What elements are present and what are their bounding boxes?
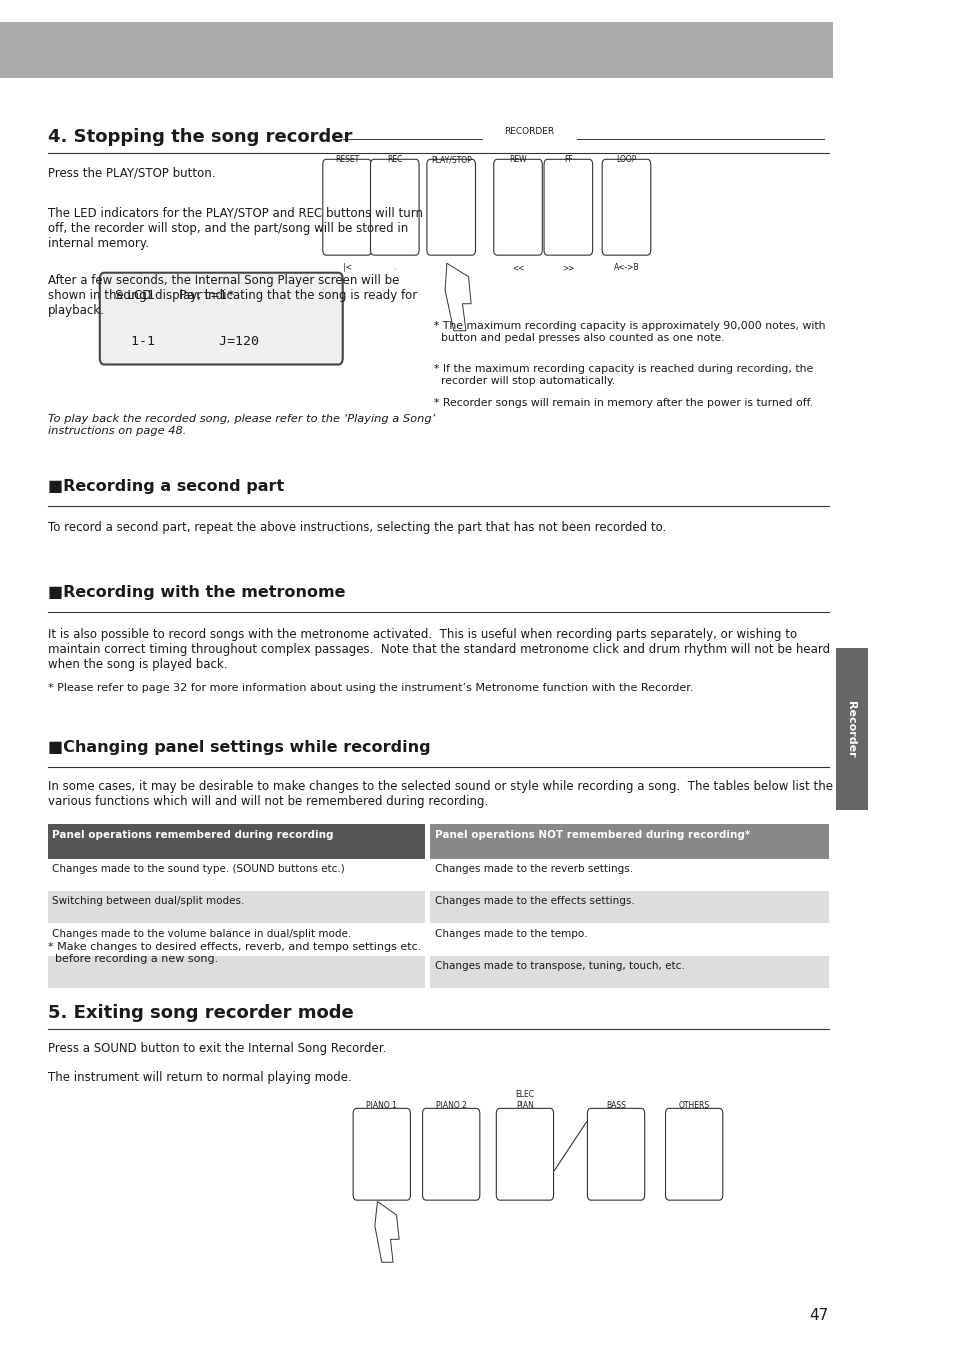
FancyBboxPatch shape bbox=[48, 891, 425, 923]
Text: ■Recording with the metronome: ■Recording with the metronome bbox=[48, 585, 345, 599]
Text: FF: FF bbox=[563, 155, 572, 165]
FancyBboxPatch shape bbox=[0, 22, 832, 78]
Text: Song1   Part=1*: Song1 Part=1* bbox=[114, 289, 234, 302]
Text: * If the maximum recording capacity is reached during recording, the
  recorder : * If the maximum recording capacity is r… bbox=[434, 364, 812, 386]
FancyBboxPatch shape bbox=[587, 1108, 644, 1200]
Text: REC: REC bbox=[387, 155, 402, 165]
FancyBboxPatch shape bbox=[494, 159, 541, 255]
Text: To play back the recorded song, please refer to the ‘Playing a Song’
instruction: To play back the recorded song, please r… bbox=[48, 414, 435, 436]
Text: Changes made to the volume balance in dual/split mode.: Changes made to the volume balance in du… bbox=[52, 929, 351, 938]
Text: PLAY/STOP: PLAY/STOP bbox=[431, 155, 471, 165]
Text: RESET: RESET bbox=[335, 155, 359, 165]
FancyBboxPatch shape bbox=[430, 824, 828, 859]
Text: The instrument will return to normal playing mode.: The instrument will return to normal pla… bbox=[48, 1071, 351, 1084]
Text: To record a second part, repeat the above instructions, selecting the part that : To record a second part, repeat the abov… bbox=[48, 521, 665, 535]
Text: BASS: BASS bbox=[605, 1100, 625, 1110]
Text: .: . bbox=[394, 263, 395, 273]
Text: ELEC
PIAN: ELEC PIAN bbox=[515, 1091, 534, 1110]
Text: Changes made to the effects settings.: Changes made to the effects settings. bbox=[435, 896, 634, 906]
FancyBboxPatch shape bbox=[100, 273, 342, 365]
FancyBboxPatch shape bbox=[48, 859, 425, 891]
Text: * Recorder songs will remain in memory after the power is turned off.: * Recorder songs will remain in memory a… bbox=[434, 398, 812, 408]
Text: Switching between dual/split modes.: Switching between dual/split modes. bbox=[52, 896, 244, 906]
Text: <<: << bbox=[511, 263, 524, 273]
Text: It is also possible to record songs with the metronome activated.  This is usefu: It is also possible to record songs with… bbox=[48, 628, 829, 671]
Text: * Please refer to page 32 for more information about using the instrument’s Metr: * Please refer to page 32 for more infor… bbox=[48, 683, 693, 693]
Text: Panel operations remembered during recording: Panel operations remembered during recor… bbox=[52, 830, 334, 840]
Text: The LED indicators for the PLAY/STOP and REC buttons will turn
off, the recorder: The LED indicators for the PLAY/STOP and… bbox=[48, 207, 422, 250]
FancyBboxPatch shape bbox=[835, 648, 867, 810]
FancyBboxPatch shape bbox=[422, 1108, 479, 1200]
Text: PIANO 1: PIANO 1 bbox=[366, 1100, 396, 1110]
FancyBboxPatch shape bbox=[430, 891, 828, 923]
Text: After a few seconds, the Internal Song Player screen will be
shown in the LCD di: After a few seconds, the Internal Song P… bbox=[48, 274, 416, 317]
Text: PIANO 2: PIANO 2 bbox=[436, 1100, 466, 1110]
Text: Panel operations NOT remembered during recording*: Panel operations NOT remembered during r… bbox=[435, 830, 749, 840]
Text: REW: REW bbox=[509, 155, 526, 165]
FancyBboxPatch shape bbox=[48, 824, 425, 859]
Text: Changes made to the reverb settings.: Changes made to the reverb settings. bbox=[435, 864, 632, 873]
FancyBboxPatch shape bbox=[496, 1108, 553, 1200]
Text: Changes made to transpose, tuning, touch, etc.: Changes made to transpose, tuning, touch… bbox=[435, 961, 683, 971]
Text: OTHERS: OTHERS bbox=[678, 1100, 709, 1110]
Text: Press a SOUND button to exit the Internal Song Recorder.: Press a SOUND button to exit the Interna… bbox=[48, 1042, 386, 1056]
FancyBboxPatch shape bbox=[370, 159, 418, 255]
Text: * Make changes to desired effects, reverb, and tempo settings etc.
  before reco: * Make changes to desired effects, rever… bbox=[48, 942, 420, 964]
FancyBboxPatch shape bbox=[430, 859, 828, 891]
Text: |<: |< bbox=[342, 263, 351, 273]
Text: ■Recording a second part: ■Recording a second part bbox=[48, 479, 284, 494]
FancyBboxPatch shape bbox=[48, 923, 425, 956]
Text: 5. Exiting song recorder mode: 5. Exiting song recorder mode bbox=[48, 1004, 354, 1022]
FancyBboxPatch shape bbox=[601, 159, 650, 255]
Text: Press the PLAY/STOP button.: Press the PLAY/STOP button. bbox=[48, 166, 215, 180]
Text: LOOP: LOOP bbox=[616, 155, 636, 165]
Text: A<->B: A<->B bbox=[613, 263, 639, 273]
Text: 4. Stopping the song recorder: 4. Stopping the song recorder bbox=[48, 128, 352, 146]
FancyBboxPatch shape bbox=[426, 159, 475, 255]
FancyBboxPatch shape bbox=[430, 923, 828, 956]
Text: * The maximum recording capacity is approximately 90,000 notes, with
  button an: * The maximum recording capacity is appr… bbox=[434, 321, 824, 343]
FancyBboxPatch shape bbox=[48, 956, 425, 988]
FancyBboxPatch shape bbox=[543, 159, 592, 255]
Text: >>: >> bbox=[561, 263, 574, 273]
Text: Recorder: Recorder bbox=[845, 701, 855, 757]
FancyBboxPatch shape bbox=[353, 1108, 410, 1200]
Text: In some cases, it may be desirable to make changes to the selected sound or styl: In some cases, it may be desirable to ma… bbox=[48, 780, 832, 809]
Text: ■Changing panel settings while recording: ■Changing panel settings while recording bbox=[48, 740, 430, 755]
Polygon shape bbox=[375, 1202, 398, 1262]
Text: Changes made to the sound type. (SOUND buttons etc.): Changes made to the sound type. (SOUND b… bbox=[52, 864, 344, 873]
Text: RECORDER: RECORDER bbox=[504, 127, 554, 136]
FancyBboxPatch shape bbox=[430, 956, 828, 988]
FancyBboxPatch shape bbox=[322, 159, 371, 255]
Text: Changes made to the tempo.: Changes made to the tempo. bbox=[435, 929, 587, 938]
Text: 1-1        J=120: 1-1 J=120 bbox=[114, 335, 258, 348]
Text: 47: 47 bbox=[808, 1308, 828, 1323]
FancyBboxPatch shape bbox=[665, 1108, 722, 1200]
Polygon shape bbox=[445, 263, 471, 331]
